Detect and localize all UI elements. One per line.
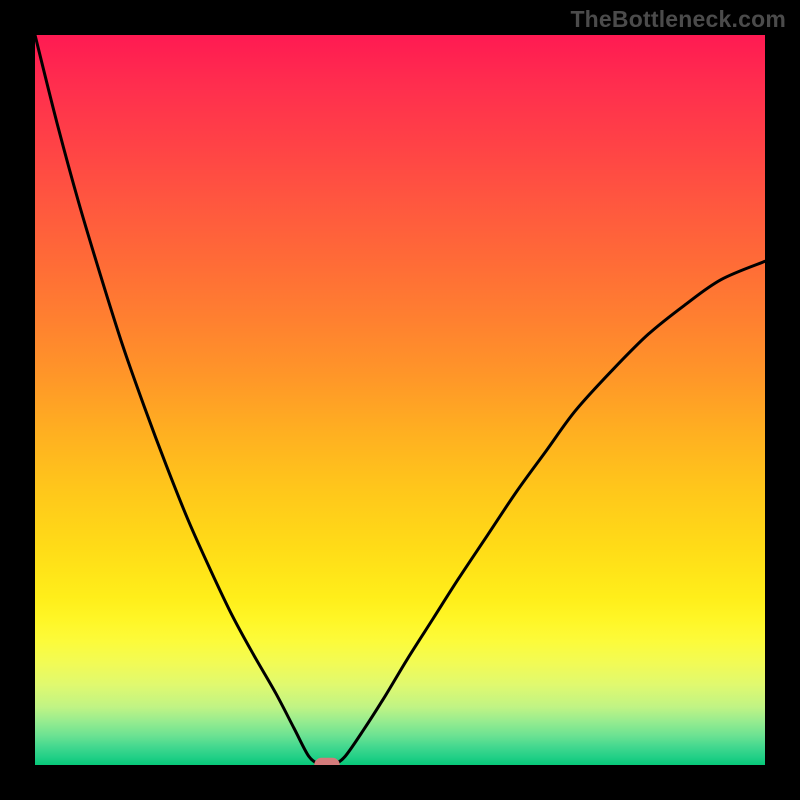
bottleneck-chart-svg xyxy=(0,0,800,800)
chart-container: TheBottleneck.com xyxy=(0,0,800,800)
attribution-watermark: TheBottleneck.com xyxy=(570,6,786,33)
plot-background-gradient xyxy=(35,35,765,765)
